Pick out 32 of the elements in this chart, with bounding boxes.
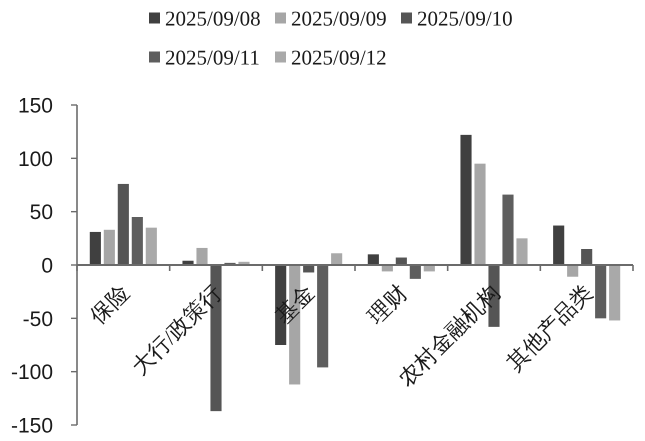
bar: [410, 265, 421, 279]
legend-label: 2025/09/11: [165, 46, 260, 70]
x-tick-label: 理财: [363, 280, 412, 329]
legend-label: 2025/09/08: [165, 6, 261, 30]
bar: [196, 248, 208, 265]
x-tick-label: 其他产品类: [502, 280, 598, 376]
y-tick-label: 100: [18, 148, 53, 171]
y-tick-label: 150: [18, 94, 53, 118]
legend-label: 2025/09/10: [417, 6, 513, 30]
bar: [460, 134, 472, 265]
legend-label: 2025/09/09: [291, 6, 387, 30]
x-tick-label: 基金: [270, 280, 320, 329]
y-tick-label: -150: [10, 414, 53, 438]
y-tick-label: -50: [22, 308, 53, 331]
bar: [609, 265, 620, 320]
bar: [502, 194, 514, 265]
bar: [118, 184, 129, 265]
y-tick-label: -100: [10, 361, 53, 384]
y-tick-label: 0: [41, 254, 53, 278]
bar: [146, 228, 157, 265]
bar: [553, 226, 564, 265]
bar: [104, 230, 115, 265]
bar: [90, 232, 101, 265]
x-tick-label: 保险: [85, 280, 134, 329]
y-tick-label: 50: [30, 201, 53, 224]
bar: [516, 238, 528, 265]
legend-label: 2025/09/12: [291, 46, 387, 70]
bar: [595, 265, 606, 318]
bar: [132, 217, 143, 265]
bar: [474, 164, 486, 265]
bar: [317, 265, 328, 368]
bar: [581, 249, 592, 265]
